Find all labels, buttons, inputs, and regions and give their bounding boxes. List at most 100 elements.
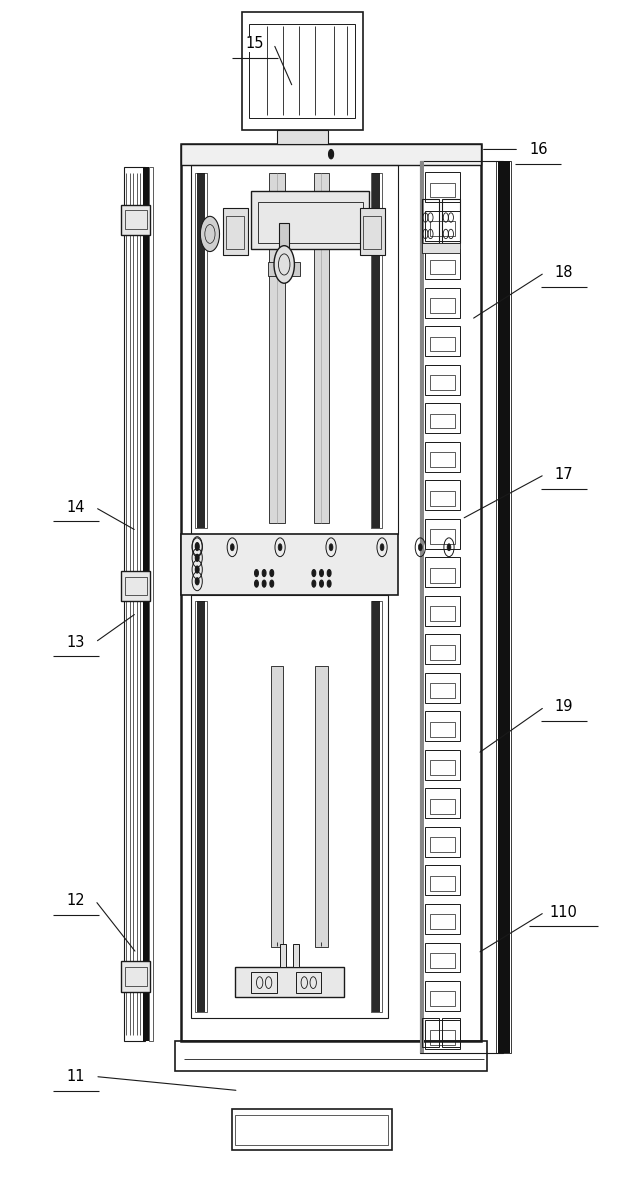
Bar	[372, 601, 380, 1012]
Bar	[430, 183, 455, 197]
Bar	[425, 403, 460, 433]
Bar	[258, 203, 363, 243]
Circle shape	[329, 150, 334, 159]
Bar	[232, 1109, 392, 1151]
Circle shape	[320, 580, 323, 587]
Bar	[251, 191, 369, 249]
Bar	[422, 1017, 439, 1047]
Bar	[430, 722, 455, 737]
Bar	[122, 962, 150, 992]
Bar	[280, 944, 286, 967]
Bar	[222, 209, 248, 255]
Bar	[425, 789, 460, 818]
Circle shape	[270, 580, 274, 587]
Bar	[430, 1030, 455, 1045]
Text: 16: 16	[529, 141, 547, 157]
Text: 19: 19	[554, 699, 573, 714]
Circle shape	[419, 544, 422, 551]
Bar	[442, 1017, 460, 1047]
Bar	[235, 1115, 388, 1145]
Bar	[421, 162, 424, 1053]
Circle shape	[270, 569, 274, 577]
Bar	[197, 601, 205, 1012]
Bar	[430, 375, 455, 390]
Bar	[277, 130, 328, 144]
Text: 15: 15	[246, 37, 264, 52]
Bar	[425, 558, 460, 587]
Bar	[421, 162, 503, 1053]
Bar	[125, 577, 147, 595]
Bar	[122, 205, 150, 235]
Bar	[425, 673, 460, 703]
Bar	[422, 243, 460, 252]
Text: 13: 13	[67, 634, 86, 650]
Bar	[143, 167, 149, 1041]
Bar	[430, 645, 455, 659]
Bar	[359, 209, 385, 255]
Circle shape	[195, 542, 199, 549]
Bar	[175, 1041, 487, 1071]
Circle shape	[312, 580, 316, 587]
Bar	[430, 760, 455, 775]
Circle shape	[255, 569, 258, 577]
Bar	[181, 144, 481, 165]
Bar	[430, 915, 455, 929]
Circle shape	[380, 544, 384, 551]
Bar	[181, 534, 398, 595]
Bar	[195, 173, 207, 528]
Bar	[279, 223, 289, 249]
Bar	[293, 944, 299, 967]
Bar	[197, 173, 205, 528]
Bar	[425, 826, 460, 857]
Bar	[422, 199, 439, 243]
Bar	[425, 595, 460, 626]
Circle shape	[327, 580, 331, 587]
Bar	[430, 298, 455, 312]
Bar	[271, 666, 284, 948]
Circle shape	[320, 569, 323, 577]
Bar	[425, 288, 460, 317]
Circle shape	[274, 245, 294, 283]
Circle shape	[195, 544, 199, 551]
Text: 17: 17	[554, 467, 573, 482]
Bar	[430, 992, 455, 1007]
Text: 14: 14	[67, 500, 86, 515]
Bar	[430, 799, 455, 814]
Bar	[430, 259, 455, 275]
Bar	[235, 967, 344, 996]
Bar	[370, 601, 382, 1012]
Circle shape	[195, 554, 199, 561]
Circle shape	[262, 569, 266, 577]
Bar	[430, 837, 455, 852]
Bar	[249, 24, 356, 118]
Circle shape	[195, 578, 199, 585]
Bar	[425, 327, 460, 356]
Bar	[296, 971, 322, 993]
Circle shape	[327, 569, 331, 577]
Text: 12: 12	[67, 893, 86, 908]
Circle shape	[329, 544, 333, 551]
Bar	[372, 173, 380, 528]
Bar	[430, 222, 455, 236]
Circle shape	[278, 544, 282, 551]
Bar	[314, 173, 329, 522]
Bar	[430, 337, 455, 351]
Bar	[425, 981, 460, 1010]
Bar	[315, 666, 328, 948]
Bar	[430, 453, 455, 467]
Bar	[425, 211, 460, 241]
Bar	[122, 571, 150, 601]
Bar	[430, 529, 455, 544]
Bar	[430, 606, 455, 621]
Bar	[242, 12, 363, 130]
Circle shape	[255, 580, 258, 587]
Bar	[195, 601, 207, 1012]
Text: 11: 11	[67, 1069, 86, 1084]
Bar	[425, 942, 460, 973]
Bar	[268, 262, 300, 276]
Bar	[430, 414, 455, 428]
Bar	[425, 364, 460, 395]
Bar	[425, 750, 460, 779]
Circle shape	[262, 580, 266, 587]
Bar	[425, 1020, 460, 1049]
